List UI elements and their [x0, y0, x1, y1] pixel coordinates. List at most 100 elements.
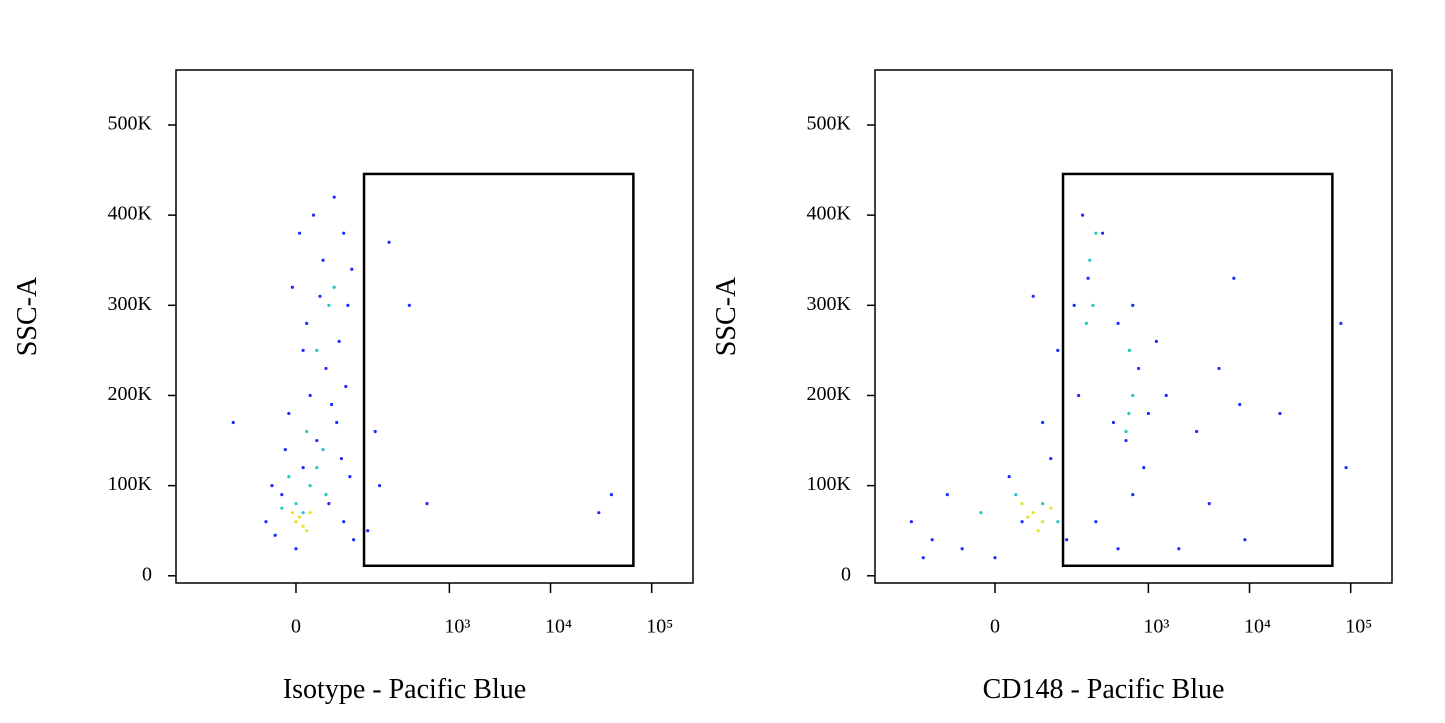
event-point: [597, 511, 601, 515]
event-point: [1142, 465, 1146, 470]
event-point: [1081, 213, 1085, 217]
event-point: [352, 538, 356, 542]
y-axis-label: SSC-A: [12, 276, 43, 356]
event-point: [1111, 420, 1116, 425]
event-point: [1124, 429, 1128, 434]
event-point: [305, 321, 309, 325]
event-point: [301, 524, 305, 528]
event-point: [283, 447, 287, 452]
event-point: [290, 511, 294, 515]
plot-panel: 0 100K 200K 300K 400K 500K 0 10³ 10⁴ 10⁵ CD148 - P…: [711, 69, 1393, 705]
x-tick-label: 10⁴: [545, 616, 572, 638]
event-point: [609, 493, 614, 497]
x-axis-label: CD148 - Pacific Blue: [983, 674, 1225, 705]
event-point: [1217, 366, 1221, 371]
event-point: [1020, 502, 1024, 506]
event-point: [339, 456, 344, 461]
y-tick-label: 400K: [807, 203, 852, 225]
y-tick-label: 300K: [108, 293, 153, 315]
event-point: [264, 520, 268, 524]
events: [231, 195, 614, 551]
event-point: [1127, 411, 1131, 416]
event-point: [1020, 520, 1024, 524]
event-point: [332, 285, 336, 289]
event-point: [1100, 231, 1105, 235]
x-tick-label: 10⁴: [1244, 616, 1271, 638]
event-point: [280, 493, 284, 497]
event-point: [287, 475, 291, 479]
event-point: [945, 493, 949, 497]
event-point: [297, 515, 302, 519]
y-tick-label: 0: [142, 563, 152, 585]
event-point: [1056, 520, 1060, 524]
event-point: [311, 213, 316, 217]
event-point: [960, 547, 964, 551]
event-point: [308, 484, 312, 488]
event-point: [1056, 348, 1060, 352]
event-point: [930, 538, 934, 542]
x-tick-label: 10⁵: [1345, 616, 1372, 638]
event-point: [327, 303, 331, 307]
plot-frame: [175, 69, 694, 584]
event-point: [378, 484, 382, 488]
event-point: [301, 511, 305, 515]
y-tick-label: 200K: [807, 383, 852, 405]
event-point: [373, 429, 377, 434]
event-point: [1049, 506, 1053, 510]
event-point: [1131, 393, 1135, 398]
y-tick-label: 100K: [807, 473, 852, 495]
event-point: [1072, 303, 1076, 307]
y-tick-label: 0: [841, 563, 851, 585]
event-point: [329, 402, 334, 407]
event-point: [1116, 547, 1120, 551]
event-point: [1154, 339, 1158, 343]
event-point: [1036, 529, 1040, 533]
event-point: [1031, 294, 1035, 298]
x-tick-label: 10³: [1143, 616, 1169, 638]
event-point: [297, 231, 302, 235]
event-point: [1177, 547, 1181, 551]
event-point: [1094, 520, 1098, 524]
y-tick-label: 500K: [108, 113, 153, 135]
event-point: [1243, 538, 1247, 542]
event-point: [1232, 276, 1236, 280]
event-point: [1065, 538, 1069, 542]
y-tick-label: 300K: [807, 293, 852, 315]
event-point: [1207, 502, 1211, 506]
plot-frame: [874, 69, 1393, 584]
event-point: [315, 465, 319, 470]
event-point: [1124, 438, 1128, 443]
x-tick-label: 10⁵: [646, 616, 673, 638]
event-point: [1094, 231, 1098, 235]
gate: [1061, 172, 1334, 568]
event-point: [921, 556, 925, 560]
event-point: [1041, 420, 1045, 425]
event-point: [387, 240, 391, 244]
event-point: [1137, 366, 1141, 371]
event-point: [1238, 402, 1242, 407]
y-tick-label: 200K: [108, 383, 153, 405]
x-axis-label: Isotype - Pacific Blue: [283, 674, 526, 705]
y-tick-label: 100K: [108, 473, 153, 495]
event-point: [270, 484, 274, 488]
event-point: [1131, 493, 1135, 497]
event-point: [1014, 493, 1018, 497]
event-point: [425, 502, 429, 506]
event-point: [1026, 515, 1030, 519]
event-point: [294, 502, 298, 506]
event-point: [1116, 321, 1120, 325]
event-point: [1344, 465, 1348, 470]
event-point: [301, 348, 305, 352]
event-point: [301, 465, 305, 470]
plot-panel: 0 100K 200K 300K 400K 500K 0 10³ 10⁴ 10⁵ Isotype -…: [12, 69, 694, 705]
event-point: [350, 267, 354, 271]
event-point: [344, 384, 348, 389]
event-point: [308, 511, 312, 515]
event-point: [332, 195, 336, 199]
event-point: [909, 520, 913, 524]
event-point: [273, 533, 277, 537]
event-point: [1041, 502, 1045, 506]
events: [909, 213, 1348, 560]
gate: [362, 172, 635, 568]
